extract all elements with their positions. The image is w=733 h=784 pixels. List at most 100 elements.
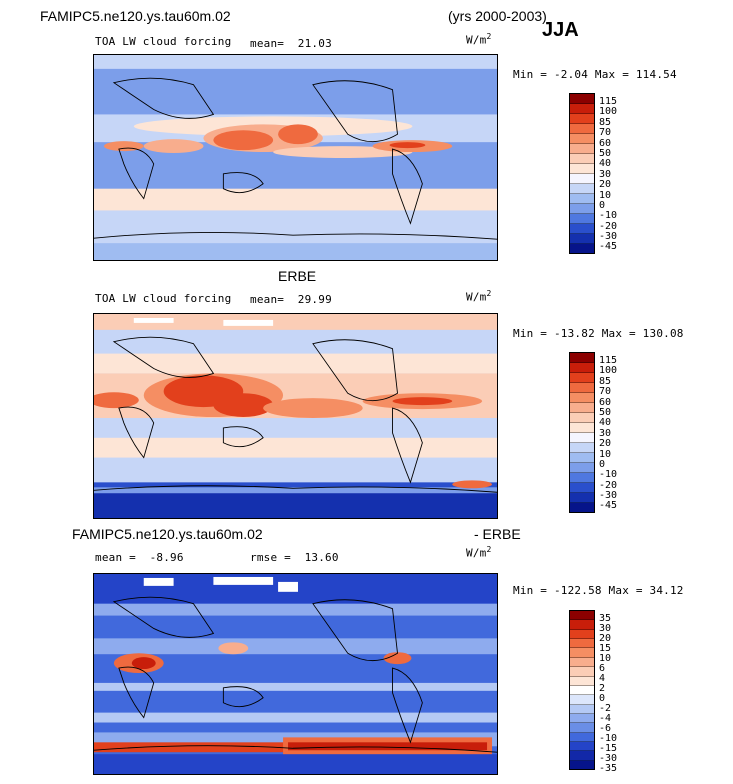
- panel1-colorbar-labels: 115 100 85 70 60 50 40 30 20 10 0 -10 -2…: [599, 97, 617, 252]
- colorbar-swatch: [570, 473, 594, 483]
- colorbar-swatch: [570, 234, 594, 244]
- colorbar-tick-label: 70: [599, 386, 612, 398]
- panel3-mean: mean = -8.96: [95, 551, 184, 564]
- colorbar-swatch: [570, 732, 594, 743]
- colorbar-swatch: [570, 423, 594, 433]
- panel3-minmax: Min = -122.58 Max = 34.12: [513, 584, 684, 597]
- colorbar-swatch: [570, 676, 594, 686]
- colorbar-swatch: [570, 174, 594, 184]
- colorbar-tick-label: 40: [599, 158, 612, 170]
- panel3-mean-label: mean =: [95, 551, 136, 564]
- colorbar-swatch: [570, 620, 594, 630]
- season-label: JJA: [542, 19, 579, 41]
- colorbar-tick-label: 10: [599, 448, 612, 460]
- colorbar-tick-label: 100: [599, 365, 618, 377]
- colorbar-swatch: [570, 657, 594, 668]
- case-title: FAMIPC5.ne120.ys.tau60m.02: [40, 8, 231, 24]
- colorbar-tick-label: 30: [599, 427, 612, 439]
- panel1-map: [93, 54, 498, 261]
- colorbar-tick-label: -20: [599, 479, 618, 491]
- colorbar-swatch: [570, 443, 594, 453]
- colorbar-swatch: [570, 463, 594, 473]
- panel1-max-value: 114.54: [635, 68, 677, 81]
- colorbar-tick-label: 50: [599, 147, 612, 159]
- panel3-colorbar-labels: 35 30 20 15 10 6 4 2 0 -2 -4 -6 -10 -15 …: [599, 614, 617, 774]
- panel1-units: W/m2: [466, 32, 492, 47]
- colorbar-tick-label: 0: [599, 693, 606, 704]
- colorbar-tick-label: 85: [599, 116, 612, 128]
- colorbar-swatch: [570, 403, 594, 413]
- colorbar-swatch: [570, 413, 594, 423]
- colorbar-tick-label: 20: [599, 438, 612, 450]
- panel2-title: ERBE: [278, 268, 317, 284]
- colorbar-tick-label: -35: [599, 763, 618, 774]
- colorbar-swatch: [570, 629, 594, 640]
- colorbar-swatch: [570, 244, 594, 253]
- panel1-mean: mean= 21.03: [250, 37, 332, 50]
- colorbar-swatch: [570, 760, 594, 770]
- colorbar-tick-label: -30: [599, 231, 618, 243]
- colorbar-swatch: [570, 493, 594, 503]
- colorbar-tick-label: 30: [599, 168, 612, 180]
- colorbar-swatch: [570, 639, 594, 649]
- panel3-min-value: -122.58: [553, 584, 602, 597]
- panel3-title-right: - ERBE: [474, 526, 521, 542]
- colorbar-tick-label: 10: [599, 189, 612, 201]
- colorbar-tick-label: 4: [599, 673, 606, 684]
- colorbar-tick-label: 0: [599, 199, 606, 211]
- panel3-map: [93, 573, 498, 775]
- panel3-mean-value: -8.96: [149, 551, 184, 564]
- colorbar-swatch: [570, 723, 594, 733]
- colorbar-tick-label: 60: [599, 396, 612, 408]
- colorbar-tick-label: 50: [599, 406, 612, 418]
- panel2-max-value: 130.08: [642, 327, 684, 340]
- panel2-mean-label: mean=: [250, 293, 285, 306]
- colorbar-tick-label: 85: [599, 375, 612, 387]
- panel2-colorbar: [569, 352, 595, 513]
- colorbar-swatch: [570, 648, 594, 658]
- colorbar-tick-label: 0: [599, 458, 606, 470]
- panel2-min-value: -13.82: [553, 327, 595, 340]
- colorbar-tick-label: 100: [599, 106, 618, 118]
- panel3-title-left: FAMIPC5.ne120.ys.tau60m.02: [72, 526, 263, 542]
- panel1-mean-label: mean=: [250, 37, 285, 50]
- panel3-rmse-value: 13.60: [304, 551, 339, 564]
- colorbar-swatch: [570, 433, 594, 443]
- panel2-colorbar-labels: 115 100 85 70 60 50 40 30 20 10 0 -10 -2…: [599, 356, 617, 511]
- colorbar-tick-label: 115: [599, 355, 618, 366]
- colorbar-tick-label: -15: [599, 743, 618, 754]
- colorbar-swatch: [570, 742, 594, 752]
- colorbar-swatch: [570, 685, 594, 696]
- colorbar-tick-label: -10: [599, 733, 618, 744]
- panel1-min-value: -2.04: [553, 68, 589, 81]
- colorbar-tick-label: -2: [599, 703, 612, 714]
- colorbar-swatch: [570, 144, 594, 154]
- panel1-mean-value: 21.03: [297, 37, 332, 50]
- panel2-map: [93, 313, 498, 519]
- colorbar-swatch: [570, 94, 594, 104]
- panel1-colorbar: [569, 93, 595, 254]
- colorbar-swatch: [570, 204, 594, 214]
- colorbar-swatch: [570, 393, 594, 403]
- colorbar-swatch: [570, 114, 594, 124]
- panel2-units: W/m2: [466, 289, 492, 304]
- colorbar-swatch: [570, 134, 594, 144]
- colorbar-swatch: [570, 483, 594, 493]
- colorbar-tick-label: -45: [599, 241, 618, 253]
- panel1-field: [94, 55, 497, 260]
- colorbar-swatch: [570, 194, 594, 204]
- panel3-max-value: 34.12: [649, 584, 684, 597]
- colorbar-tick-label: -6: [599, 723, 612, 734]
- colorbar-swatch: [570, 611, 594, 621]
- colorbar-tick-label: -20: [599, 220, 618, 232]
- panel2-minmax: Min = -13.82 Max = 130.08: [513, 327, 684, 340]
- colorbar-swatch: [570, 373, 594, 383]
- panel3-units: W/m2: [466, 545, 492, 560]
- colorbar-swatch: [570, 363, 594, 373]
- years-label: (yrs 2000-2003): [448, 8, 547, 24]
- colorbar-swatch: [570, 751, 594, 761]
- colorbar-swatch: [570, 704, 594, 714]
- panel2-field: [94, 314, 497, 518]
- colorbar-tick-label: -45: [599, 500, 618, 512]
- colorbar-swatch: [570, 224, 594, 234]
